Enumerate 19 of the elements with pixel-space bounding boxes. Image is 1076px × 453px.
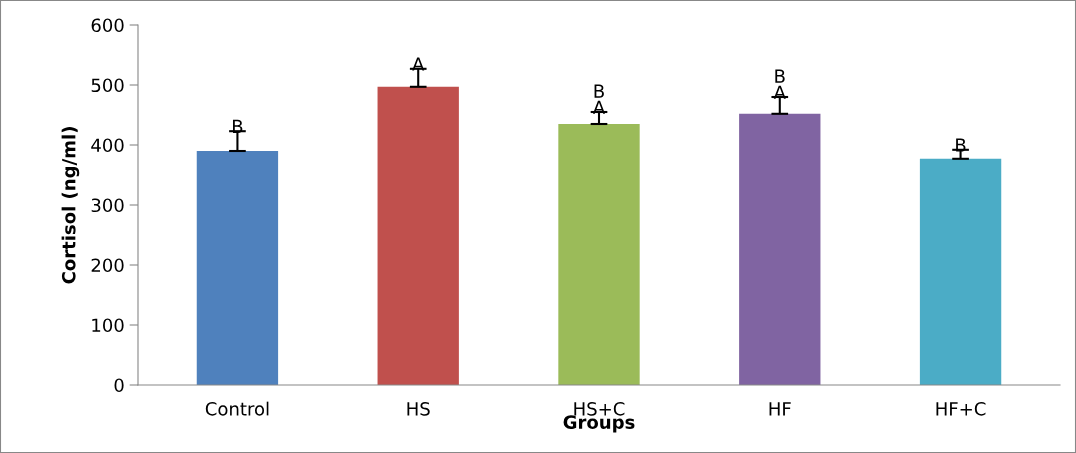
y-tick-label: 400 (91, 138, 124, 153)
bar (196, 151, 279, 385)
y-tick-label: 0 (114, 378, 124, 393)
bar (739, 113, 821, 385)
y-tick-label: 200 (91, 258, 124, 273)
x-tick-label: HF+C (936, 401, 986, 416)
x-axis-title: Groups (563, 415, 635, 433)
x-tick-label: HF (769, 402, 791, 416)
bar (558, 124, 640, 385)
y-tick-label: 100 (92, 318, 124, 333)
bar (377, 86, 459, 385)
y-tick-label: 300 (91, 198, 124, 213)
y-tick-label: 600 (91, 18, 124, 33)
x-tick-label: HS+C (574, 401, 625, 416)
y-tick-label: 500 (91, 78, 124, 93)
x-tick-label: HS (407, 401, 430, 416)
bar (919, 158, 1002, 385)
y-axis-title: Cortisol (ng/ml) (61, 127, 80, 284)
x-tick-label: Control (205, 401, 269, 416)
